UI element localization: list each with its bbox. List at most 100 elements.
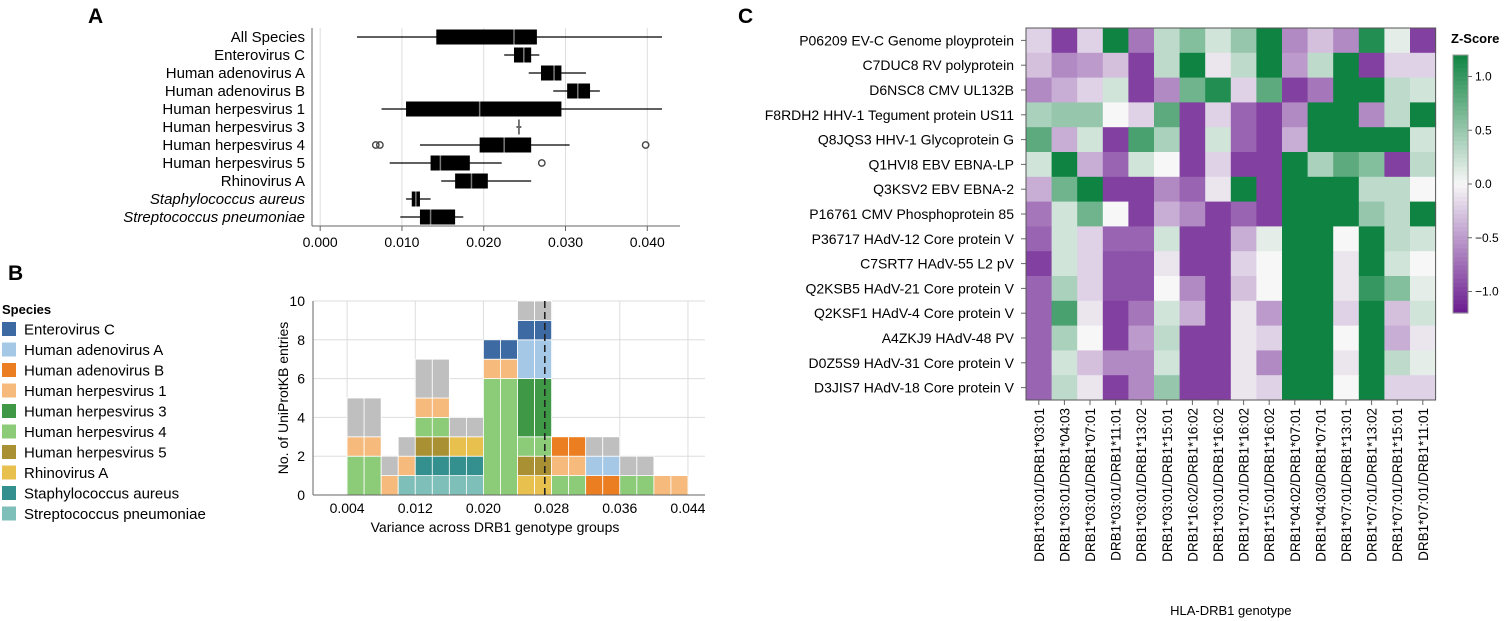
c-col-label: DRB1*16:02/DRB1*16:02 — [1185, 408, 1200, 562]
c-heat-cell — [1358, 201, 1385, 227]
b-bar-segment — [619, 455, 638, 477]
c-heat-cell — [1384, 176, 1411, 203]
c-colorbar-step — [1453, 244, 1468, 250]
c-heat-cell — [1384, 102, 1411, 128]
b-bar-segment — [585, 455, 604, 477]
c-heat-cell — [1128, 325, 1155, 351]
c-heat-cell — [1026, 127, 1053, 153]
c-heat-cell — [1256, 201, 1283, 227]
c-heat-cell — [1230, 201, 1257, 227]
c-colorbar-step — [1453, 295, 1468, 301]
b-bar-segment — [534, 339, 553, 379]
c-heat-cell — [1128, 251, 1155, 277]
b-bar-segment — [414, 416, 433, 438]
c-colorbar-step — [1453, 80, 1468, 86]
b-bar-segment — [517, 300, 535, 321]
b-bar-segment — [585, 475, 604, 496]
b-xlabel: Variance across DRB1 genotype groups — [371, 519, 620, 535]
b-xtick-label: 0.036 — [602, 500, 637, 516]
b-bar-segment — [500, 378, 518, 496]
c-colorbar-step — [1453, 235, 1468, 241]
c-heat-cell — [1051, 375, 1078, 401]
c-colorbar-step — [1453, 270, 1468, 275]
c-heat-cell — [1128, 276, 1155, 302]
c-heat-cell — [1384, 201, 1411, 227]
c-colorbar-step — [1453, 171, 1468, 176]
b-legend-label: Staphylococcus aureus — [24, 486, 179, 503]
b-bar-segment — [483, 378, 501, 496]
a-outlier — [641, 141, 650, 149]
c-heat-cell — [1256, 127, 1283, 153]
b-legend-label: Human herpesvirus 5 — [24, 445, 167, 462]
c-heat-cell — [1358, 251, 1385, 277]
a-box — [567, 83, 591, 99]
c-heat-cell — [1128, 127, 1155, 153]
c-heat-cell — [1205, 350, 1232, 376]
c-heat-cell — [1333, 152, 1360, 178]
c-heat-cell — [1026, 251, 1053, 277]
a-box — [540, 65, 562, 81]
c-colorbar-step — [1453, 55, 1468, 60]
c-heat-cell — [1410, 77, 1437, 103]
c-heat-cell — [1307, 52, 1334, 79]
c-heat-cell — [1077, 350, 1104, 376]
c-colorbar-step — [1453, 188, 1468, 194]
c-heat-cell — [1410, 201, 1437, 227]
c-heat-cell — [1205, 127, 1232, 153]
c-heat-cell — [1102, 226, 1129, 252]
c-heat-cell — [1026, 152, 1053, 178]
a-xtick-label: 0.020 — [466, 234, 501, 250]
c-heat-cell — [1077, 77, 1104, 103]
c-heat-cell — [1384, 350, 1411, 376]
a-box — [419, 209, 456, 225]
c-heat-cell — [1154, 28, 1181, 54]
c-heat-cell — [1333, 52, 1360, 79]
c-heat-cell — [1333, 276, 1360, 302]
c-colorbar-step — [1453, 106, 1468, 112]
c-heat-cell — [1358, 77, 1385, 103]
c-heat-cell — [1230, 28, 1257, 54]
c-heat-cell — [1051, 77, 1078, 103]
c-heat-cell — [1410, 176, 1437, 203]
c-colorbar-step — [1453, 123, 1468, 129]
c-heat-cell — [1102, 375, 1129, 401]
panel-a-boxplot: 0.000 0.010 0.020 0.030 0.040 All SpeciesEnte… — [123, 28, 680, 250]
b-bar-segment — [517, 475, 535, 496]
c-heat-cell — [1154, 375, 1181, 401]
b-bar-segment — [653, 475, 672, 496]
c-heat-cell — [1128, 350, 1155, 376]
c-row-label: P16761 CMV Phosphoprotein 85 — [809, 206, 1014, 222]
c-heat-cell — [1256, 226, 1283, 252]
c-col-label: DRB1*07:01/DRB1*13:01 — [1339, 408, 1354, 562]
a-xtick-label: 0.040 — [630, 234, 665, 250]
b-bar-segment — [670, 475, 689, 496]
c-colorbar-step — [1453, 110, 1468, 116]
c-heat-cell — [1282, 28, 1309, 54]
c-heat-cell — [1179, 375, 1206, 401]
c-colorbar-step — [1453, 145, 1468, 151]
a-outlier — [375, 141, 384, 149]
b-legend-title: Species — [2, 302, 51, 317]
c-colorbar-step — [1453, 128, 1468, 133]
c-colorbar-step — [1453, 192, 1468, 198]
c-heat-cell — [1051, 226, 1078, 252]
c-heat-cell — [1179, 325, 1206, 351]
c-heat-cell — [1179, 77, 1206, 103]
b-bar-segment — [534, 455, 553, 477]
b-ytick-label: 6 — [297, 371, 305, 387]
b-legend-swatch — [2, 445, 16, 459]
b-bar-segment — [363, 397, 382, 438]
c-row-label: C7DUC8 RV polyprotein — [863, 57, 1014, 73]
c-heat-cell — [1102, 176, 1129, 203]
c-heat-cell — [1307, 276, 1334, 302]
a-category-label: Human adenovirus A — [166, 65, 305, 82]
c-heat-cell — [1128, 102, 1155, 128]
c-heat-cell — [1410, 325, 1437, 351]
c-col-label: DRB1*07:01/DRB1*15:01 — [1390, 408, 1405, 562]
c-heat-cell — [1102, 276, 1129, 302]
c-heat-cell — [1256, 325, 1283, 351]
c-col-label: DRB1*03:01/DRB1*11:01 — [1109, 408, 1124, 561]
c-heat-cell — [1230, 375, 1257, 401]
a-box — [436, 29, 537, 45]
